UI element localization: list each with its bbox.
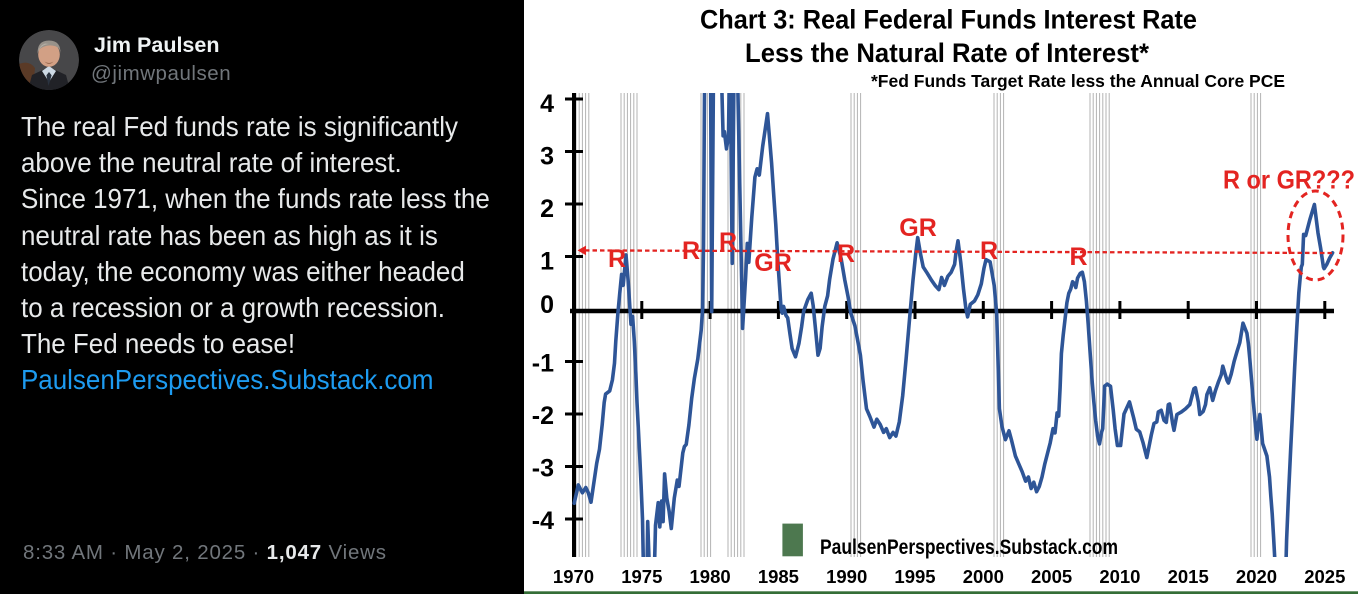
svg-text:2025: 2025 (1304, 566, 1345, 587)
svg-text:R: R (836, 240, 854, 268)
svg-text:R: R (681, 237, 699, 265)
svg-text:1: 1 (540, 248, 554, 276)
svg-text:-2: -2 (531, 402, 553, 430)
svg-text:2010: 2010 (1099, 566, 1140, 587)
svg-text:1980: 1980 (689, 566, 730, 587)
svg-text:Chart 3: Real Federal Funds In: Chart 3: Real Federal Funds Interest Rat… (700, 5, 1197, 35)
svg-text:1990: 1990 (826, 566, 867, 587)
svg-text:1975: 1975 (621, 566, 662, 587)
svg-text:-3: -3 (531, 455, 553, 483)
svg-text:3: 3 (540, 143, 554, 171)
svg-text:1970: 1970 (552, 566, 593, 587)
svg-text:Less the Natural Rate of Inter: Less the Natural Rate of Interest* (745, 38, 1150, 68)
svg-text:R or GR???: R or GR??? (1223, 165, 1355, 195)
svg-text:2020: 2020 (1235, 566, 1276, 587)
svg-text:R: R (607, 245, 625, 273)
svg-text:R: R (979, 237, 997, 265)
svg-text:4: 4 (540, 90, 554, 118)
svg-text:-1: -1 (531, 350, 553, 378)
svg-text:*Fed Funds Target Rate less th: *Fed Funds Target Rate less the Annual C… (871, 71, 1285, 91)
svg-text:PaulsenPerspectives.Substack.c: PaulsenPerspectives.Substack.com (820, 535, 1118, 559)
svg-text:R: R (718, 228, 736, 256)
svg-text:GR: GR (754, 249, 792, 277)
svg-text:1995: 1995 (894, 566, 935, 587)
svg-text:2015: 2015 (1167, 566, 1208, 587)
svg-text:R: R (1069, 243, 1087, 271)
svg-text:0: 0 (540, 291, 554, 319)
svg-text:GR: GR (899, 214, 937, 242)
svg-text:1985: 1985 (757, 566, 798, 587)
svg-text:2: 2 (540, 195, 554, 223)
svg-text:2000: 2000 (962, 566, 1003, 587)
svg-text:2005: 2005 (1031, 566, 1072, 587)
svg-text:-4: -4 (531, 507, 553, 535)
